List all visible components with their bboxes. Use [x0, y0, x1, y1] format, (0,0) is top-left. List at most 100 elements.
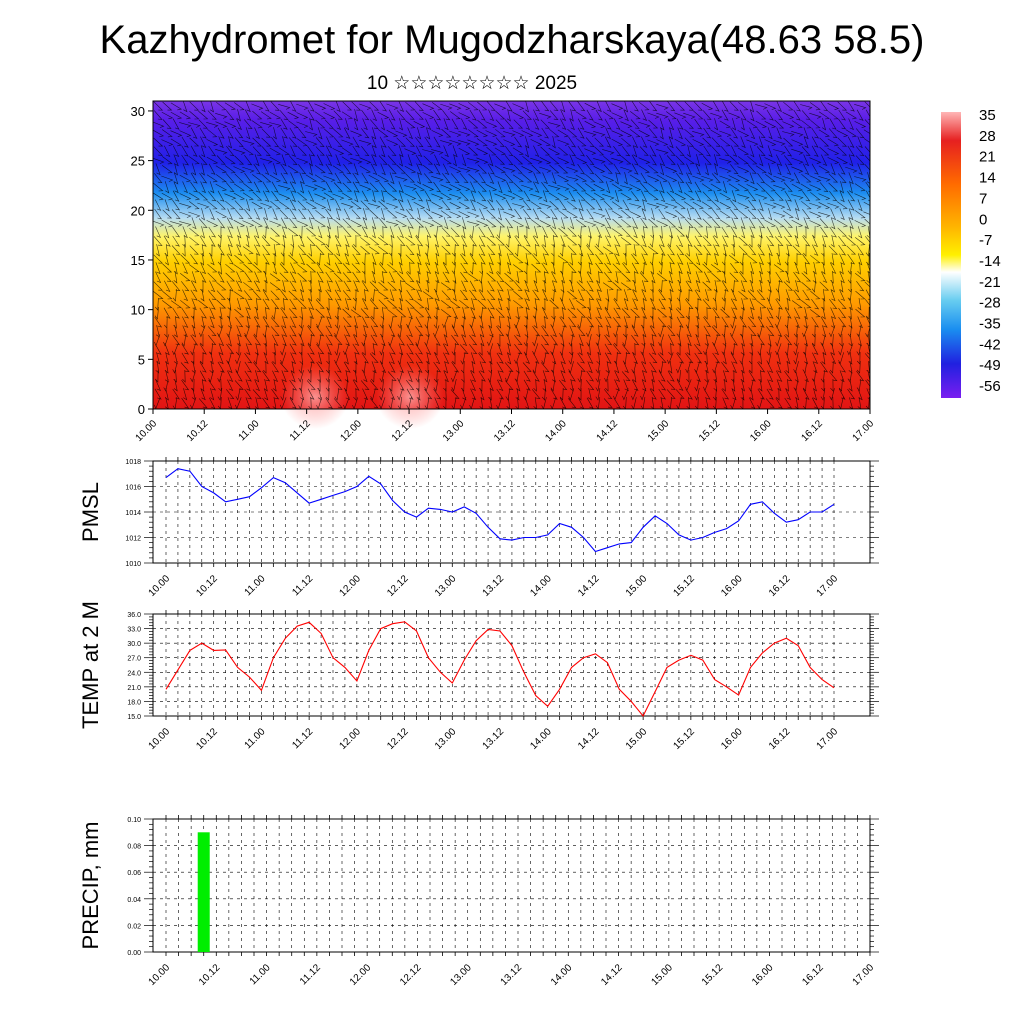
chart-subtitle: 10 ☆☆☆☆☆☆☆☆ 2025 [366, 73, 578, 94]
y-tick-label: 15 [131, 253, 145, 268]
y-tick-label: 10 [131, 303, 145, 318]
y-tick-label: 18.0 [127, 699, 141, 706]
x-tick-label: 16.00 [748, 418, 774, 444]
x-tick-label: 10.00 [147, 573, 173, 599]
y-tick-label: 1010 [125, 561, 141, 568]
colorbar-label: 28 [979, 128, 996, 145]
y-tick-label: 0.02 [127, 923, 141, 930]
x-tick-label: 17.00 [851, 418, 877, 444]
x-tick-label: 14.12 [599, 962, 625, 988]
x-tick-label: 14.12 [595, 418, 621, 444]
x-tick-label: 11.12 [290, 573, 315, 598]
y-tick-label: 0.06 [127, 870, 141, 877]
x-tick-label: 15.12 [672, 726, 698, 752]
x-tick-label: 11.12 [298, 962, 323, 987]
y-tick-label: 0.08 [127, 844, 141, 851]
y-tick-label: 24.0 [127, 670, 141, 677]
x-tick-label: 15.00 [624, 573, 650, 599]
pmsl-line [165, 468, 835, 553]
x-tick-label: 12.00 [338, 573, 364, 599]
x-tick-label: 16.12 [800, 962, 826, 988]
x-tick-label: 10.00 [134, 418, 160, 444]
colorbar-label: -7 [979, 232, 992, 249]
precip-panel: 0.00 0.02 0.04 0.06 0.08 0.10 PRECIP, mm [78, 815, 879, 957]
x-tick-label: 10.12 [185, 418, 211, 444]
x-tick-label: 12.00 [348, 962, 374, 988]
colorbar-label: -21 [979, 274, 1001, 291]
y-tick-label: 30.0 [127, 641, 141, 648]
x-tick-label: 12.00 [338, 726, 364, 752]
y-tick-label: 1014 [125, 510, 141, 517]
x-tick-label: 13.12 [492, 418, 518, 444]
x-tick-label: 17.00 [815, 573, 841, 599]
colorbar-label: 21 [979, 149, 996, 166]
temp-line [165, 621, 835, 718]
colorbar-label: -49 [979, 357, 1001, 374]
x-tick-label: 12.12 [385, 573, 411, 599]
y-tick-label: 15.0 [127, 714, 141, 721]
x-tick-label: 17.00 [851, 962, 877, 988]
y-tick-label: 0.00 [127, 950, 141, 957]
x-tick-label: 15.12 [697, 418, 723, 444]
x-tick-label: 12.12 [385, 726, 411, 752]
colorbar-label: -42 [979, 336, 1001, 353]
x-tick-label: 12.12 [398, 962, 424, 988]
colorbar-label: -28 [979, 295, 1001, 312]
colorbar-label: -56 [979, 378, 1001, 395]
chart-title: Kazhydromet for Mugodzharskaya(48.63 58.… [99, 18, 925, 62]
x-tick-label: 13.12 [481, 726, 507, 752]
x-tick-label: 16.00 [719, 726, 745, 752]
heatmap-field [153, 101, 870, 409]
pmsl-panel: 1010 1012 1014 1016 1018 PMSL [78, 457, 879, 568]
colorbar-label: 14 [979, 170, 996, 187]
hot-spot [281, 365, 349, 429]
x-tick-label: 14.00 [549, 962, 575, 988]
colorbar [941, 112, 961, 398]
x-tick-label: 14.00 [528, 726, 554, 752]
x-tick-label: 16.12 [799, 418, 825, 444]
hot-spot [376, 365, 444, 429]
colorbar-label: -35 [979, 316, 1001, 333]
x-tick-label: 11.00 [243, 726, 268, 751]
y-tick-label: 21.0 [127, 685, 141, 692]
x-tick-label: 17.00 [815, 726, 841, 752]
y-tick-label: 0 [138, 402, 145, 417]
x-tick-label: 12.00 [339, 418, 365, 444]
plot-frame [152, 818, 871, 953]
x-tick-label: 10.12 [194, 726, 220, 752]
x-tick-label: 10.00 [147, 726, 173, 752]
y-tick-label: 0.04 [127, 897, 141, 904]
colorbar-label: -14 [979, 253, 1001, 270]
x-tick-label: 16.12 [767, 726, 793, 752]
y-axis-label: PMSL [78, 482, 103, 542]
x-tick-label: 15.00 [650, 962, 676, 988]
x-tick-label: 14.00 [543, 418, 569, 444]
y-tick-label: 1012 [125, 536, 141, 543]
y-tick-label: 25 [131, 154, 145, 169]
colorbar-label: 35 [979, 107, 996, 124]
barb-paths [153, 101, 870, 409]
x-tick-label: 10.12 [197, 962, 223, 988]
x-tick-label: 14.00 [528, 573, 554, 599]
x-tick-label: 14.12 [576, 726, 602, 752]
x-tick-label: 11.12 [290, 726, 315, 751]
x-tick-label: 15.00 [646, 418, 672, 444]
wind-barbs [153, 101, 870, 409]
y-tick-label: 33.0 [127, 627, 141, 634]
x-tick-label: 15.00 [624, 726, 650, 752]
x-tick-label: 16.00 [719, 573, 745, 599]
colorbar-label: 7 [979, 190, 987, 207]
y-tick-label: 30 [131, 104, 145, 119]
precip-bar [197, 832, 210, 952]
x-tick-label: 16.12 [767, 573, 793, 599]
x-tick-label: 13.12 [499, 962, 525, 988]
x-tick-label: 16.00 [750, 962, 776, 988]
x-tick-label: 11.00 [248, 962, 273, 987]
x-tick-label: 10.00 [147, 962, 173, 988]
y-tick-label: 36.0 [127, 612, 141, 619]
x-tick-label: 13.12 [481, 573, 507, 599]
y-tick-label: 0.10 [127, 817, 141, 824]
x-tick-label: 15.12 [672, 573, 698, 599]
y-tick-label: 1018 [125, 459, 141, 466]
